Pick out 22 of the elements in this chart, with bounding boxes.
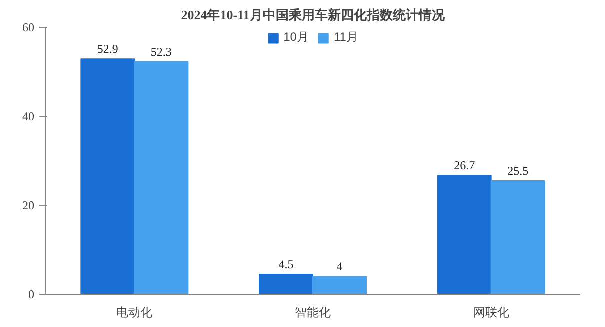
x-tick-label: 网联化 [473,306,510,320]
y-tick-label: 0 [28,288,34,302]
x-tick-label: 电动化 [116,306,153,320]
chart-title: 2024年10-11月中国乘用车新四化指数统计情况 [181,8,446,22]
legend-label: 11月 [334,29,358,46]
data-label: 4 [336,260,343,274]
bar [312,276,367,294]
legend-label: 10月 [284,29,309,46]
bar [437,175,492,294]
bar [134,61,189,294]
data-label: 26.7 [454,158,476,173]
data-label: 52.3 [150,44,172,59]
y-tick-label: 40 [22,110,34,124]
data-label: 4.5 [278,257,294,272]
y-tick-label: 20 [22,198,34,212]
y-tick-label: 60 [22,20,34,34]
data-label: 25.5 [508,164,529,178]
bar [80,58,136,294]
data-label: 52.9 [97,42,118,56]
x-tick-label: 智能化 [295,306,331,320]
bar [259,274,314,294]
bar [490,180,546,294]
